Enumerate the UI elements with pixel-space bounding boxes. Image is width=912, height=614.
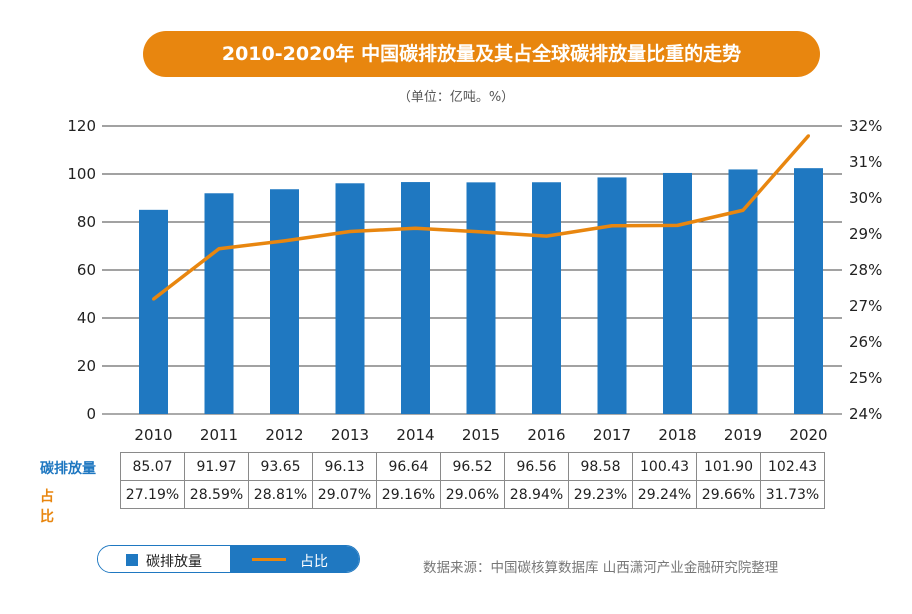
y-left-tick-label: 80 xyxy=(77,213,96,231)
table-row-label-share: 占 比 xyxy=(40,489,128,525)
x-tick-label: 2018 xyxy=(658,426,696,444)
y-right-tick-label: 27% xyxy=(849,297,882,315)
share-point xyxy=(283,239,286,243)
share-point xyxy=(676,223,679,227)
table-row: 85.07 91.97 93.65 96.13 96.64 96.52 96.56 98.58… xyxy=(120,452,825,481)
table-cell: 27.19% xyxy=(120,480,185,509)
bar xyxy=(270,189,299,414)
legend-bar-label: 碳排放量 xyxy=(146,554,202,570)
share-point xyxy=(545,234,548,238)
table-row-label-emissions: 碳排放量 xyxy=(40,461,96,477)
table-cell: 29.23% xyxy=(568,480,633,509)
table-row: 27.19% 28.59% 28.81% 29.07% 29.16% 29.06% 28.9… xyxy=(120,480,825,509)
x-tick-label: 2016 xyxy=(527,426,565,444)
bar xyxy=(401,182,430,414)
table-cell: 96.64 xyxy=(376,452,441,481)
bar-swatch-icon xyxy=(126,554,138,566)
bar xyxy=(597,177,627,414)
table-cell: 28.94% xyxy=(504,480,569,509)
chart-title: 2010-2020年 中国碳排放量及其占全球碳排放量比重的走势 xyxy=(143,31,820,77)
x-tick-label: 2019 xyxy=(724,426,762,444)
table-cell: 28.81% xyxy=(248,480,313,509)
y-right-tick-label: 26% xyxy=(849,333,882,351)
share-point xyxy=(807,134,810,138)
table-cell: 29.06% xyxy=(440,480,505,509)
share-point xyxy=(414,226,417,230)
x-tick-label: 2011 xyxy=(200,426,238,444)
y-right-tick-label: 30% xyxy=(849,189,882,207)
table-cell: 29.66% xyxy=(696,480,761,509)
share-point xyxy=(217,247,221,251)
x-tick-label: 2017 xyxy=(593,426,631,444)
table-cell: 85.07 xyxy=(120,452,185,481)
share-point xyxy=(610,224,614,228)
y-right-tick-label: 29% xyxy=(849,225,882,243)
x-tick-label: 2012 xyxy=(265,426,303,444)
x-tick-label: 2013 xyxy=(331,426,369,444)
y-left-tick-label: 60 xyxy=(77,261,96,279)
legend-bar-entry: 碳排放量 xyxy=(98,546,230,572)
table-cell: 29.24% xyxy=(632,480,697,509)
legend: 碳排放量 占比 xyxy=(97,545,360,573)
x-tick-label: 2014 xyxy=(396,426,434,444)
legend-line-label: 占比 xyxy=(300,554,328,570)
unit-subtitle: （单位：亿吨。%） xyxy=(397,90,515,105)
y-right-tick-label: 28% xyxy=(849,261,882,279)
table-cell: 98.58 xyxy=(568,452,633,481)
y-right-tick-label: 24% xyxy=(849,405,882,423)
table-cell: 31.73% xyxy=(760,480,825,509)
bar xyxy=(532,182,561,414)
y-left-tick-label: 0 xyxy=(86,405,96,423)
table-cell: 28.59% xyxy=(184,480,249,509)
share-point xyxy=(348,229,352,233)
data-source-note: 数据来源：中国碳核算数据库 山西潇河产业金融研究院整理 xyxy=(423,560,779,576)
data-table: 85.07 91.97 93.65 96.13 96.64 96.52 96.56 98.58… xyxy=(120,452,825,509)
y-right-tick-label: 25% xyxy=(849,369,882,387)
y-left-tick-label: 40 xyxy=(77,309,96,327)
table-cell: 96.52 xyxy=(440,452,505,481)
bar xyxy=(204,193,234,414)
bar xyxy=(663,172,692,414)
y-right-tick-label: 32% xyxy=(849,117,882,135)
bar xyxy=(335,183,365,414)
table-cell: 29.07% xyxy=(312,480,377,509)
x-tick-label: 2015 xyxy=(462,426,500,444)
y-right-tick-label: 31% xyxy=(849,153,882,171)
table-cell: 93.65 xyxy=(248,452,313,481)
table-cell: 91.97 xyxy=(184,452,249,481)
table-cell: 101.90 xyxy=(696,452,761,481)
bar xyxy=(466,182,496,414)
x-tick-label: 2010 xyxy=(134,426,172,444)
share-point xyxy=(741,208,745,212)
y-left-tick-label: 100 xyxy=(67,165,96,183)
bar xyxy=(794,168,823,414)
table-cell: 100.43 xyxy=(632,452,697,481)
table-cell: 96.56 xyxy=(504,452,569,481)
y-left-tick-label: 20 xyxy=(77,357,96,375)
x-tick-label: 2020 xyxy=(789,426,827,444)
combo-chart: 0 20 40 60 80 100 120 24% 25% 26% 27% 28% 29% 30% 31% 3… xyxy=(67,117,882,444)
table-cell: 102.43 xyxy=(760,452,825,481)
share-point xyxy=(479,230,483,234)
y-left-tick-label: 120 xyxy=(67,117,96,135)
line-swatch-icon xyxy=(252,558,286,561)
bar xyxy=(728,169,758,414)
table-cell: 96.13 xyxy=(312,452,377,481)
table-cell: 29.16% xyxy=(376,480,441,509)
bar xyxy=(139,209,168,414)
legend-line-entry: 占比 xyxy=(230,546,359,572)
share-point xyxy=(152,297,155,301)
